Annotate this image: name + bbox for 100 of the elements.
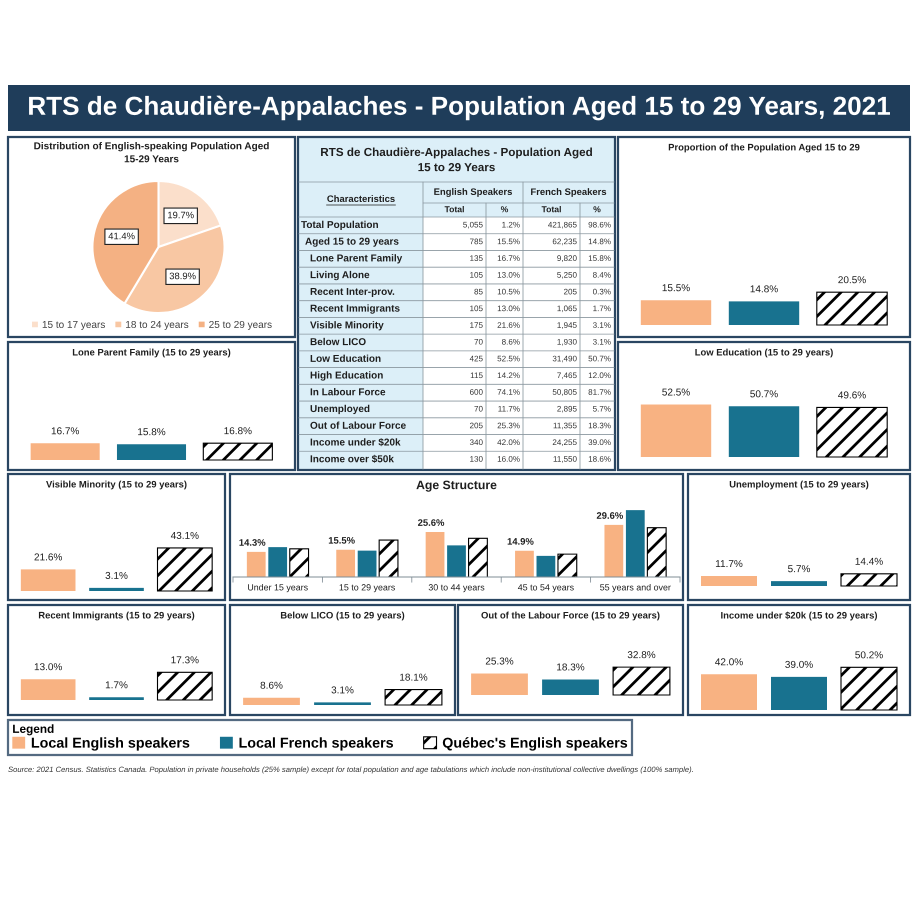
- category-label: %: [500, 206, 508, 212]
- text: 62,235: [552, 238, 577, 246]
- x-tick-label: Under 15 years: [248, 584, 308, 592]
- text: 105: [470, 272, 483, 278]
- text: 115: [470, 372, 483, 378]
- text: 3.1%: [592, 338, 611, 345]
- data-label: 42.0%: [715, 658, 743, 666]
- text: 74.1%: [498, 389, 520, 395]
- text: 16.0%: [498, 456, 520, 462]
- text: 785: [470, 238, 483, 244]
- text: 15.8%: [588, 255, 611, 261]
- category-label: In Labour Force: [310, 388, 386, 396]
- data-label: 20.5%: [838, 276, 866, 284]
- text: 7,465: [557, 372, 577, 380]
- text: 85: [474, 288, 483, 294]
- x-tick-label: 30 to 44 years: [428, 584, 484, 592]
- text: RTS de Chaudière-Appalaches - Population Aged 15 to 29 Years, 2021: [29, 96, 890, 120]
- legend-label: 18 to 24 years: [126, 320, 188, 330]
- text: 98.6%: [588, 222, 611, 228]
- text: 1,945: [557, 322, 577, 329]
- data-label: 3.1%: [105, 572, 128, 579]
- bar: [289, 548, 310, 578]
- data-label: 21.6%: [34, 553, 62, 560]
- data-label: 29.6%: [596, 512, 623, 519]
- bar: [557, 554, 578, 578]
- text: 70: [474, 406, 483, 412]
- text: 0.3%: [592, 288, 611, 294]
- data-label: 18.1%: [400, 674, 428, 681]
- text: 24,255: [552, 439, 577, 446]
- x-tick-label: 15 to 29 years: [340, 584, 395, 592]
- legend-label: 15 to 17 years: [42, 321, 105, 330]
- data-label: 1.7%: [106, 681, 128, 688]
- text: 9,820: [557, 255, 577, 262]
- data-label: 18.3%: [557, 663, 584, 671]
- category-label: Below LICO: [310, 338, 366, 346]
- chart-title: Distribution of English-speaking Population Aged 15-29 Years: [34, 142, 269, 162]
- chart-title: Out of the Labour Force (15 to 29 years): [481, 612, 660, 620]
- text: 70: [474, 338, 483, 345]
- data-label: 49.6%: [838, 391, 866, 398]
- category-label: Out of Labour Force: [310, 422, 406, 429]
- category-label: Living Alone: [310, 270, 370, 280]
- text: 340: [470, 439, 483, 446]
- text: 5,055: [463, 222, 483, 228]
- category-label: %: [593, 206, 601, 212]
- text: 600: [470, 389, 483, 395]
- text: 421,865: [548, 222, 577, 228]
- bar: [646, 527, 667, 578]
- text: 130: [470, 456, 483, 462]
- bar: [447, 545, 466, 577]
- text: 18.3%: [588, 422, 611, 428]
- text: 50,805: [552, 389, 577, 396]
- text: Characteristics: [327, 195, 395, 202]
- category-label: Lone Parent Family: [310, 254, 402, 264]
- data-label: 14.3%: [239, 539, 266, 546]
- legend-label: 25 to 29 years: [209, 320, 272, 330]
- chart-title: Age Structure: [416, 480, 496, 492]
- chart-title: Proportion of the Population Aged 15 to 29: [668, 144, 860, 152]
- data-label: 50.2%: [855, 651, 883, 658]
- text: 1.2%: [502, 222, 520, 228]
- legend-title: Legend: [13, 724, 54, 736]
- bar: [426, 532, 444, 577]
- category-label: Low Education: [310, 354, 380, 362]
- text: French Speakers: [531, 188, 606, 197]
- data-label: 14.8%: [750, 285, 778, 292]
- category-label: Aged 15 to 29 years: [305, 237, 399, 247]
- data-label: 25.6%: [418, 519, 444, 526]
- data-label: 14.9%: [508, 538, 534, 545]
- chart-title: Lone Parent Family (15 to 29 years): [72, 348, 230, 358]
- text: 11,355: [554, 422, 577, 430]
- legend-label: Local French speakers: [240, 737, 394, 751]
- category-label: Total Population: [301, 220, 378, 230]
- bar: [268, 547, 288, 577]
- data-label: 32.8%: [628, 651, 656, 658]
- chart-title: Low Education (15 to 29 years): [695, 348, 833, 358]
- data-label: 19.7%: [168, 212, 194, 218]
- text: 52.5%: [497, 356, 520, 362]
- data-label: 17.3%: [171, 656, 199, 664]
- text: 205: [564, 288, 577, 294]
- bar: [515, 550, 534, 577]
- text: 12.0%: [588, 372, 611, 378]
- chart-title: Visible Minority (15 to 29 years): [46, 480, 187, 490]
- text: RTS de Chaudière-Appalaches - Population Aged 15 to 29 Years: [321, 147, 592, 172]
- data-label: 43.1%: [170, 532, 199, 539]
- bar: [336, 550, 356, 577]
- text: 425: [470, 356, 483, 362]
- data-label: 16.8%: [224, 427, 252, 434]
- data-label: 15.5%: [328, 537, 355, 544]
- text: 1,065: [557, 305, 577, 312]
- text: 11,550: [554, 456, 577, 463]
- text: 25.3%: [498, 422, 520, 428]
- text: 42.0%: [497, 439, 520, 446]
- category-label: Visible Minority: [310, 321, 384, 330]
- data-label: 38.9%: [170, 272, 196, 280]
- text: 175: [470, 322, 483, 328]
- data-label: 11.7%: [716, 560, 742, 568]
- data-label: 14.4%: [856, 558, 883, 565]
- chart-title: Unemployment (15 to 29 years): [730, 480, 868, 490]
- category-label: Recent Immigrants: [310, 304, 400, 314]
- data-label: 39.0%: [785, 660, 813, 668]
- data-label: 25.3%: [486, 657, 514, 665]
